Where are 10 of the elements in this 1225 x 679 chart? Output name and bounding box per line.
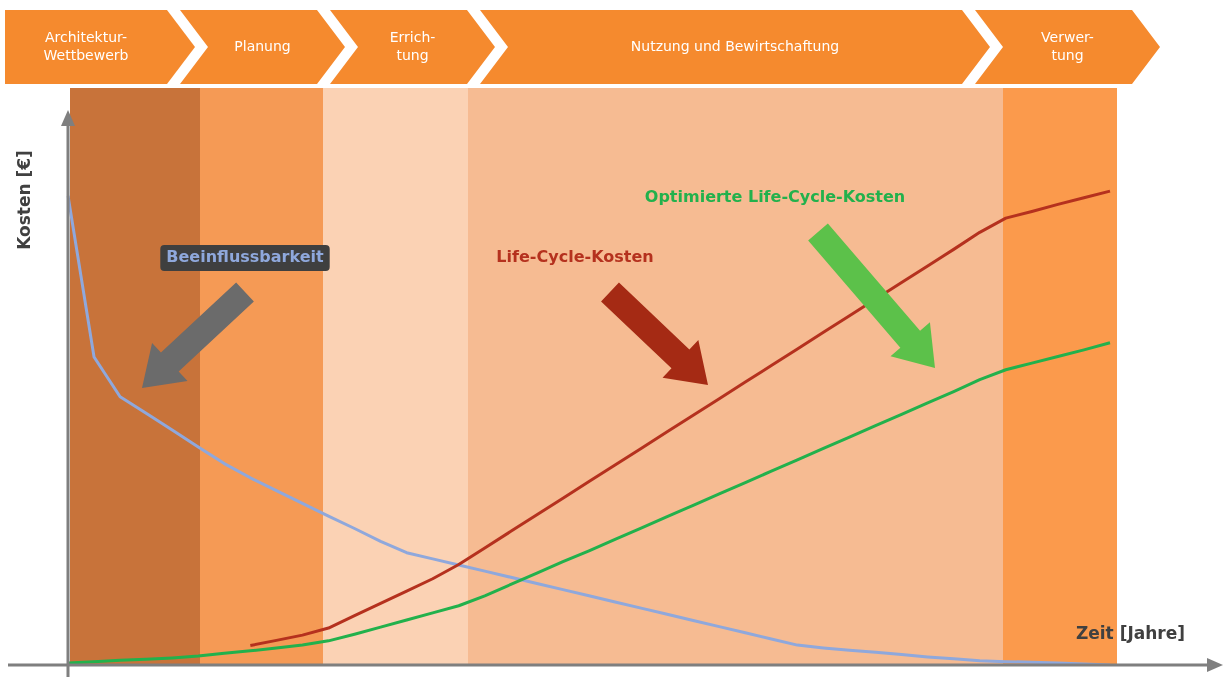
y-axis-title: Kosten [€] (14, 150, 35, 250)
text: Verwer- tung (1041, 28, 1094, 63)
text: Beeinflussbarkeit (166, 247, 325, 267)
text: Errich- tung (389, 28, 436, 63)
text: Life-Cycle-Kosten (496, 247, 654, 267)
text: Optimierte Life-Cycle-Kosten (644, 187, 906, 207)
text: Nutzung und Bewirtschaftung (630, 37, 840, 54)
text: Planung (234, 37, 291, 54)
text: Architektur- Wettbewerb (43, 28, 129, 63)
x-axis-title: Zeit [Jahre] (1075, 622, 1185, 643)
